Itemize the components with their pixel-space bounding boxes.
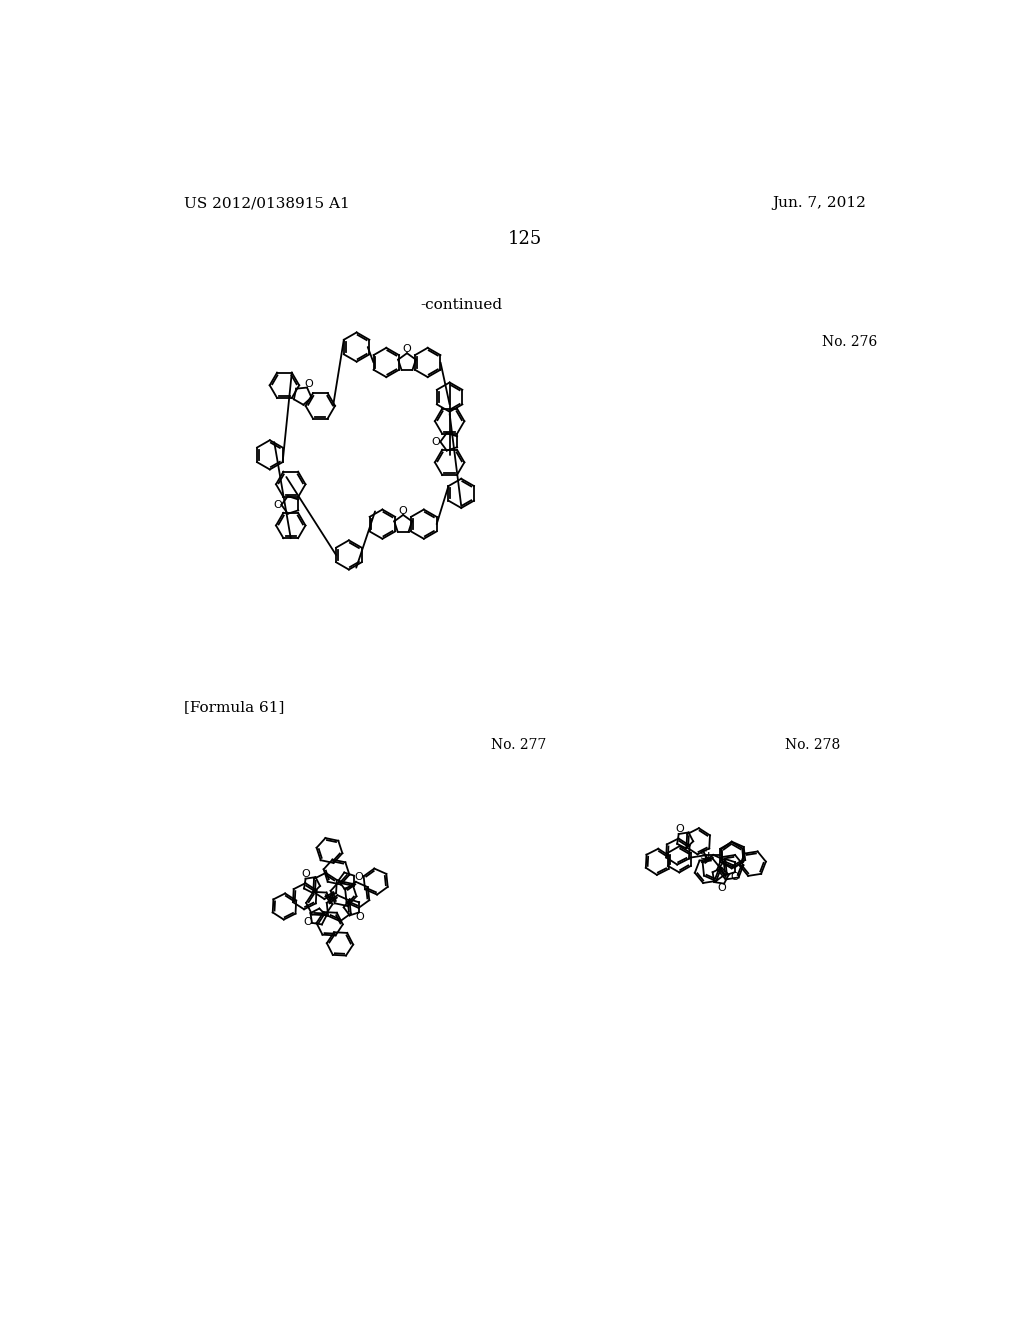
Text: O: O <box>675 825 684 834</box>
Text: O: O <box>731 871 739 882</box>
Text: No. 276: No. 276 <box>821 335 877 348</box>
Text: O: O <box>305 379 313 389</box>
Text: -continued: -continued <box>420 298 503 312</box>
Text: O: O <box>718 883 726 892</box>
Text: O: O <box>303 917 311 927</box>
Text: [Formula 61]: [Formula 61] <box>183 700 285 714</box>
Text: O: O <box>354 873 362 882</box>
Text: 125: 125 <box>508 230 542 248</box>
Text: Si: Si <box>699 849 711 862</box>
Text: No. 277: No. 277 <box>490 738 546 752</box>
Text: O: O <box>355 912 364 921</box>
Text: O: O <box>432 437 440 446</box>
Text: Jun. 7, 2012: Jun. 7, 2012 <box>772 197 866 210</box>
Text: No. 278: No. 278 <box>785 738 841 752</box>
Text: O: O <box>398 506 408 516</box>
Text: O: O <box>302 869 310 879</box>
Text: O: O <box>402 345 412 354</box>
Text: O: O <box>272 500 282 510</box>
Text: US 2012/0138915 A1: US 2012/0138915 A1 <box>183 197 349 210</box>
